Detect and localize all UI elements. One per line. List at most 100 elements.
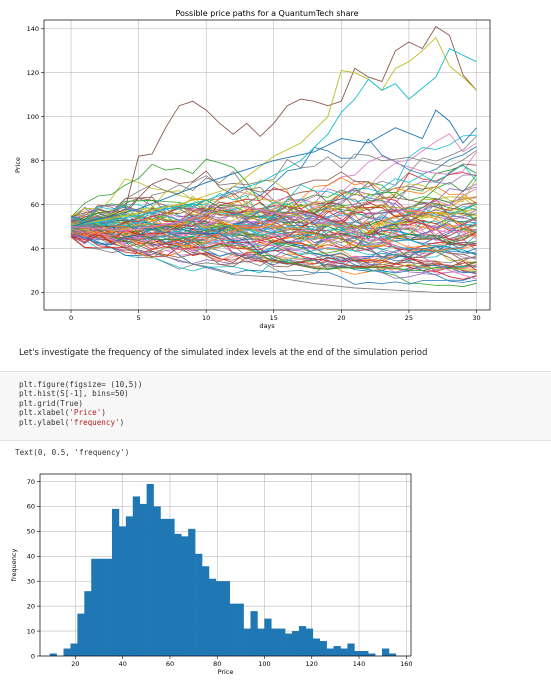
x-tick-label: 0 [69,314,73,322]
histogram-bar [271,628,279,656]
histogram-bar [354,651,362,656]
price-path-line [70,224,477,272]
y-axis-label: frequency [10,549,18,582]
x-tick-label: 80 [213,660,221,668]
histogram-bar [77,613,85,656]
markdown-text: Let's investigate the frequency of the s… [19,348,428,358]
price-path-line [70,25,477,227]
histogram-bar [326,648,334,656]
histogram-bar [49,653,57,656]
histogram-bar [125,516,134,656]
x-tick-label: 20 [71,660,79,668]
histogram-bar [153,506,161,656]
x-tick-label: 40 [119,660,127,668]
price-path-line [70,204,477,226]
histogram-bar [361,651,369,656]
y-tick-label: 100 [27,113,39,121]
histogram-bar [84,591,92,656]
histogram-bar [63,648,71,656]
histogram-bar [160,518,168,656]
histogram-bar [388,653,397,656]
x-tick-label: 20 [337,314,345,322]
y-tick-label: 70 [27,478,35,486]
histogram-bar [340,648,348,656]
y-tick-label: 60 [31,201,39,209]
price-path-line [70,223,477,251]
y-tick-label: 120 [27,69,39,77]
y-axis-label: Price [14,157,22,173]
price-path-line [70,224,477,254]
histogram-bar [195,553,203,656]
x-tick-label: 60 [166,660,174,668]
code-block[interactable]: plt.figure(figsize= (10,5)) plt.hist(S[-… [19,380,142,427]
price-path-line [70,163,477,223]
x-tick-label: 120 [306,660,318,668]
price-path-line [70,209,477,235]
price-path-line [70,214,477,242]
histogram-bar [181,536,189,656]
histogram-bar [98,558,106,656]
y-tick-label: 20 [27,602,35,610]
code-line: plt.xlabel('Price') [19,408,142,417]
histogram-bar [250,611,258,656]
code-token: ) [119,417,125,427]
code-line: plt.figure(figsize= (10,5)) [19,380,143,389]
price-path-line [70,187,477,243]
y-tick-label: 0 [31,652,35,660]
histogram-bar [91,558,99,656]
y-tick-label: 80 [31,157,39,165]
y-tick-label: 10 [27,627,35,635]
code-cell[interactable]: plt.figure(figsize= (10,5)) plt.hist(S[-… [0,371,551,441]
histogram-bar [264,618,272,656]
y-tick-label: 30 [27,578,35,586]
histogram-bar [298,626,307,656]
histogram-bar [257,628,265,656]
price-path-line [70,109,477,227]
plot-frame [43,19,491,311]
histogram-bar [229,603,237,656]
price-path-line [70,170,477,218]
price-path-line [70,233,477,274]
code-line: plt.hist(S[-1], bins=50) [19,389,129,399]
x-tick-label: 5 [137,314,141,322]
y-tick-label: 40 [27,553,35,561]
price-path-line [70,218,477,258]
price-path-line [70,188,477,241]
histogram-bar [167,518,175,656]
price-path-line [70,186,477,231]
histogram-bar [368,653,376,656]
price-path-line [70,202,477,235]
chart-title: Possible price paths for a QuantumTech s… [175,9,358,18]
x-axis-label: Price [218,668,234,676]
histogram-bar [118,526,127,656]
histogram-bar [146,483,154,656]
price-path-line [70,212,477,272]
histogram-bar [236,603,244,656]
y-tick-label: 60 [27,503,35,511]
histogram-bar [312,638,321,656]
price-path-line [70,226,477,293]
price-paths-chart: 0 5 10 15 20 25 30 20 40 60 80 100 120 140 Possible pr… [14,9,491,330]
price-path-line [70,47,477,227]
x-tick-label: 100 [258,660,270,668]
histogram-bar [243,628,251,656]
x-tick-label: 15 [270,314,278,322]
histogram-bar [222,581,230,656]
code-string: 'frequency' [69,417,120,427]
histogram-bar [105,558,113,656]
price-path-line [70,149,477,227]
x-tick-label: 10 [202,314,210,322]
price-path-line [70,36,477,227]
histogram-bar [278,628,286,656]
y-tick-label: 50 [27,528,35,536]
code-line: plt.ylabel('frequency') [19,418,142,427]
histogram-bar [132,496,140,656]
price-path-line [70,209,477,242]
price-path-line [70,198,477,246]
price-path-line [70,215,477,248]
price-path-line [70,228,477,272]
histogram-bar [174,533,182,656]
price-path-line [70,210,477,254]
price-path-line [70,178,477,235]
histogram-bar [382,648,390,656]
